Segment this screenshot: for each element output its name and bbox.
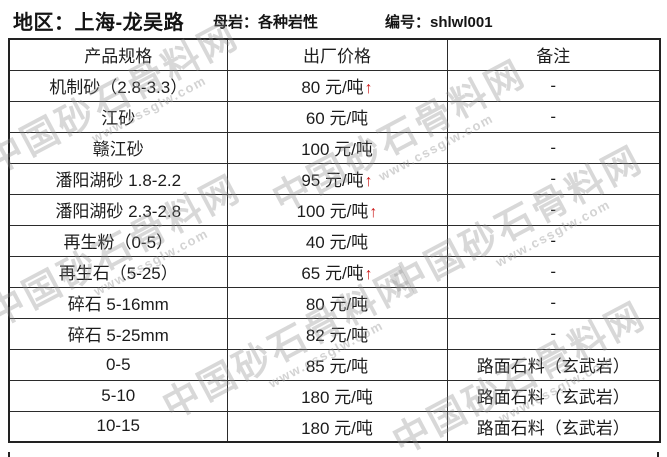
region-title: 地区：上海-龙吴路: [13, 12, 185, 34]
col-header-spec: 产品规格: [8, 38, 228, 71]
table-row: 赣江砂 100 元/吨 -: [8, 131, 661, 164]
note-cell: 路面石料（玄武岩）: [446, 410, 661, 443]
note-cell: 路面石料（玄武岩）: [446, 379, 661, 412]
note-cell: -: [446, 317, 661, 350]
title-bar: 地区：上海-龙吴路 母岩：各种岩性 编号：shlwl001: [0, 0, 667, 38]
note-cell: -: [446, 100, 661, 133]
price-up-arrow-icon: ↑: [364, 266, 373, 283]
price-up-arrow-icon: ↑: [369, 204, 378, 221]
product-spec-cell: 碎石 5-25mm: [8, 317, 228, 350]
table-row: 10-15 180 元/吨 路面石料（玄武岩）: [8, 410, 661, 443]
product-spec-cell: 赣江砂: [8, 131, 228, 164]
price-cell: 82 元/吨: [226, 317, 448, 350]
parent-rock-label: 母岩：各种岩性: [213, 14, 319, 31]
note-cell: -: [446, 224, 661, 257]
note-cell: -: [446, 255, 661, 288]
note-cell: -: [446, 193, 661, 226]
note-cell: -: [446, 131, 661, 164]
table-row: 机制砂（2.8-3.3） 80 元/吨↑ -: [8, 69, 661, 102]
table-row: 0-5 85 元/吨 路面石料（玄武岩）: [8, 348, 661, 381]
product-spec-cell: 5-10: [8, 379, 228, 412]
product-spec-cell: 0-5: [8, 348, 228, 381]
product-spec-cell: 再生石（5-25）: [8, 255, 228, 288]
price-cell: 85 元/吨: [226, 348, 448, 381]
price-cell: 40 元/吨: [226, 224, 448, 257]
price-cell: 180 元/吨: [226, 379, 448, 412]
price-cell: 95 元/吨↑: [226, 162, 448, 195]
price-cell: 80 元/吨↑: [226, 69, 448, 102]
col-header-note: 备注: [446, 38, 661, 71]
price-cell: 100 元/吨↑: [226, 193, 448, 226]
price-up-arrow-icon: ↑: [364, 173, 373, 190]
table-row: 潘阳湖砂 2.3-2.8 100 元/吨↑ -: [8, 193, 661, 226]
table-header-row: 产品规格 出厂价格 备注: [8, 38, 661, 71]
price-cell: 65 元/吨↑: [226, 255, 448, 288]
price-cell: 80 元/吨: [226, 286, 448, 319]
product-spec-cell: 潘阳湖砂 1.8-2.2: [8, 162, 228, 195]
product-spec-cell: 碎石 5-16mm: [8, 286, 228, 319]
table-row: 碎石 5-16mm 80 元/吨 -: [8, 286, 661, 319]
product-spec-cell: 机制砂（2.8-3.3）: [8, 69, 228, 102]
price-up-arrow-icon: ↑: [364, 80, 373, 97]
product-spec-cell: 江砂: [8, 100, 228, 133]
cut-off-next-row: [8, 452, 659, 457]
price-table: 产品规格 出厂价格 备注 机制砂（2.8-3.3） 80 元/吨↑ - 江砂 60 元/…: [8, 38, 661, 443]
price-cell: 100 元/吨: [226, 131, 448, 164]
product-spec-cell: 潘阳湖砂 2.3-2.8: [8, 193, 228, 226]
note-cell: -: [446, 69, 661, 102]
note-cell: -: [446, 286, 661, 319]
note-cell: 路面石料（玄武岩）: [446, 348, 661, 381]
product-spec-cell: 10-15: [8, 410, 228, 443]
table-row: 再生粉（0-5） 40 元/吨 -: [8, 224, 661, 257]
table-row: 潘阳湖砂 1.8-2.2 95 元/吨↑ -: [8, 162, 661, 195]
table-row: 5-10 180 元/吨 路面石料（玄武岩）: [8, 379, 661, 412]
price-cell: 180 元/吨: [226, 410, 448, 443]
sheet-code-label: 编号：shlwl001: [385, 14, 493, 31]
table-row: 江砂 60 元/吨 -: [8, 100, 661, 133]
table-row: 再生石（5-25） 65 元/吨↑ -: [8, 255, 661, 288]
price-cell: 60 元/吨: [226, 100, 448, 133]
note-cell: -: [446, 162, 661, 195]
col-header-price: 出厂价格: [226, 38, 448, 71]
table-row: 碎石 5-25mm 82 元/吨 -: [8, 317, 661, 350]
product-spec-cell: 再生粉（0-5）: [8, 224, 228, 257]
